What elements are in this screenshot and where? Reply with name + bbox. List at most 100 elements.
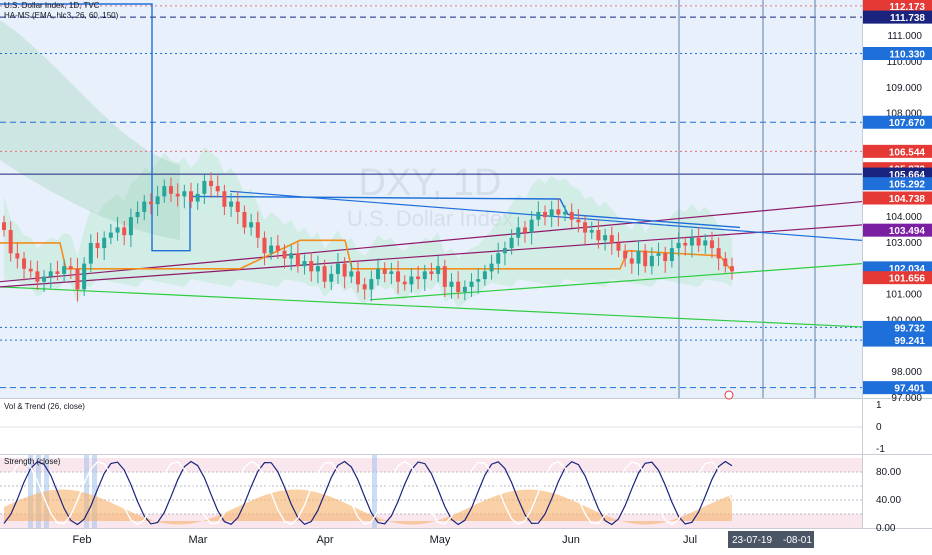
candle-body bbox=[462, 286, 467, 293]
candle-body bbox=[202, 180, 207, 194]
candle-body bbox=[289, 253, 294, 259]
candle-body bbox=[255, 222, 260, 238]
strength-tick-label: 0.00 bbox=[876, 523, 896, 534]
price-badge bbox=[863, 333, 932, 347]
candle-body bbox=[569, 211, 574, 220]
candle-body bbox=[376, 268, 381, 280]
candle-body bbox=[209, 180, 214, 187]
candle-body bbox=[522, 227, 527, 233]
price-badge-label: 104.738 bbox=[889, 194, 926, 205]
candle-body bbox=[135, 211, 140, 218]
candle-body bbox=[222, 191, 227, 207]
watermark-ticker: DXY, 1D bbox=[359, 162, 502, 204]
price-tick-label: 104.000 bbox=[886, 212, 923, 223]
candle-body bbox=[142, 201, 147, 212]
strength-tick-label: 80.00 bbox=[876, 467, 901, 478]
price-tick-label: 103.000 bbox=[886, 238, 923, 249]
candle-body bbox=[669, 248, 674, 262]
price-badge-label: 102.034 bbox=[889, 264, 926, 275]
candle-body bbox=[55, 271, 60, 274]
candle-body bbox=[476, 279, 481, 282]
candle-body bbox=[436, 266, 441, 274]
candle-body bbox=[583, 222, 588, 233]
candle-body bbox=[8, 230, 13, 254]
date-range-start: 23-07-19 bbox=[732, 535, 772, 546]
indicator-title: HA-MS (EMA, hlc3, 26, 60, 150) bbox=[4, 11, 119, 20]
candle-body bbox=[703, 240, 708, 246]
candle-body bbox=[162, 186, 167, 197]
price-badge-label: 103.494 bbox=[889, 226, 926, 237]
price-badge bbox=[863, 261, 932, 275]
price-tick-label: 109.000 bbox=[886, 83, 923, 94]
candle-body bbox=[302, 261, 307, 267]
candle-body bbox=[683, 242, 688, 246]
price-badge bbox=[863, 46, 932, 60]
candle-body bbox=[709, 240, 714, 249]
candle-body bbox=[723, 258, 728, 267]
candle-body bbox=[609, 235, 614, 243]
price-badge bbox=[863, 177, 932, 191]
candle-body bbox=[389, 271, 394, 274]
date-range-badge bbox=[728, 531, 814, 548]
candle-body bbox=[536, 211, 541, 220]
candle-body bbox=[235, 201, 240, 212]
candle-body bbox=[449, 281, 454, 287]
candle-body bbox=[496, 253, 501, 264]
time-tick-label: May bbox=[430, 534, 451, 546]
price-badge bbox=[863, 381, 932, 395]
price-tick-label: 98.000 bbox=[891, 367, 922, 378]
candle-body bbox=[35, 271, 40, 282]
candle-body bbox=[315, 266, 320, 272]
watermark-name: U.S. Dollar Index bbox=[347, 206, 513, 231]
vol-tick-label: 1 bbox=[876, 400, 882, 411]
candle-body bbox=[469, 281, 474, 287]
candle-body bbox=[396, 271, 401, 282]
candle-body bbox=[516, 227, 521, 238]
candle-body bbox=[62, 266, 67, 274]
candle-body bbox=[716, 248, 721, 259]
alert-marker-icon bbox=[724, 390, 734, 400]
strength-tick-label: 40.00 bbox=[876, 495, 901, 506]
strength-white-line bbox=[3, 460, 733, 526]
vol-tick-label: -1 bbox=[876, 444, 885, 455]
candle-body bbox=[636, 250, 641, 264]
price-tick-label: 97.000 bbox=[891, 393, 922, 404]
price-tick-label: 111.000 bbox=[887, 31, 922, 42]
price-badge-label: 97.401 bbox=[894, 384, 925, 395]
candle-body bbox=[88, 242, 93, 264]
candle-body bbox=[603, 235, 608, 241]
time-tick-label: Apr bbox=[316, 534, 333, 546]
candle-body bbox=[422, 271, 427, 280]
candle-body bbox=[696, 237, 701, 246]
price-badge-label: 99.241 bbox=[894, 336, 925, 347]
candle-body bbox=[689, 237, 694, 246]
candle-body bbox=[28, 268, 33, 272]
price-badge bbox=[863, 271, 932, 285]
candle-body bbox=[189, 191, 194, 202]
candle-body bbox=[656, 253, 661, 256]
candle-body bbox=[68, 266, 73, 269]
candle-body bbox=[556, 209, 561, 215]
strength-orange-area bbox=[4, 489, 732, 525]
candle-body bbox=[229, 201, 234, 207]
candle-body bbox=[529, 219, 534, 233]
candle-body bbox=[295, 253, 300, 267]
candle-body bbox=[115, 227, 120, 233]
candle-body bbox=[362, 284, 367, 290]
candle-body bbox=[128, 217, 133, 236]
candle-body bbox=[309, 261, 314, 272]
candle-body bbox=[676, 242, 681, 249]
price-tick-label: 110.000 bbox=[887, 57, 923, 68]
candle-body bbox=[416, 276, 421, 280]
candle-body bbox=[329, 273, 334, 282]
date-range-end: -08-01 bbox=[783, 535, 812, 546]
price-badge bbox=[863, 144, 932, 158]
strength-title: Strength (close) bbox=[4, 457, 61, 466]
volatility-band bbox=[0, 20, 180, 240]
price-badge-label: 111.738 bbox=[890, 13, 925, 24]
candle-body bbox=[649, 255, 654, 267]
strength-highlight bbox=[92, 455, 97, 528]
candle-body bbox=[15, 253, 20, 259]
